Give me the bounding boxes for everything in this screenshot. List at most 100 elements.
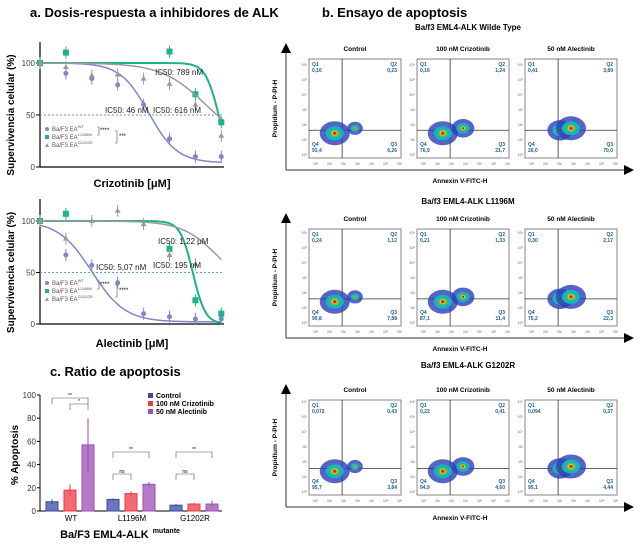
arrow-up-icon [281, 384, 291, 394]
y-tick-label: 50 [26, 111, 35, 120]
density-peak [461, 295, 465, 299]
significance-bracket [97, 126, 100, 136]
x-tick-label: 10⁴ [585, 330, 591, 334]
data-point [218, 310, 225, 317]
x-tick-label: 10⁰ [313, 162, 319, 166]
arrow-right-icon [624, 502, 634, 512]
x-tick-label: 10¹ [327, 162, 333, 166]
x-tick-label: 10¹ [327, 330, 333, 334]
quadrant-name: Q2 [390, 403, 397, 409]
data-point [88, 72, 95, 78]
data-point [115, 82, 121, 88]
quadrant-name: Q4 [420, 479, 427, 485]
x-tick-label: 10⁶ [505, 330, 511, 334]
data-point [218, 119, 225, 126]
x-tick-label: 10⁴ [585, 162, 591, 166]
legend-sup: WT [78, 124, 85, 129]
legend-label: Control [156, 393, 181, 400]
y-tick-label: 10⁰ [518, 321, 524, 325]
density-peak [440, 300, 445, 304]
quadrant-value-q4: 26,0 [528, 148, 538, 154]
y-tick-label: 100 [23, 391, 37, 400]
quadrant-value-q2: 0,41 [495, 409, 505, 415]
quadrant-name: Q4 [312, 310, 319, 316]
bar [124, 493, 138, 512]
y-tick-label: 10¹ [410, 138, 416, 142]
significance-label: ns [119, 469, 125, 475]
x-tick-label: 10⁰ [421, 330, 427, 334]
x-tick-label: 10⁵ [491, 330, 497, 334]
y-tick-label: 100 [22, 59, 36, 68]
y-tick-label: 80 [27, 414, 36, 423]
y-tick-label: 10⁵ [302, 246, 308, 250]
x-tick-label: 10³ [571, 162, 577, 166]
legend-sup: WT [78, 278, 85, 283]
quadrant-value-q3: 4,44 [603, 485, 613, 491]
condition-label: 100 nM Crizotinib [436, 216, 490, 223]
plot-frame [524, 228, 618, 327]
density-peak [461, 465, 465, 468]
density-peak [332, 131, 337, 135]
quadrant-name: Q2 [606, 62, 613, 68]
fit-curve-2 [40, 220, 222, 261]
quadrant-value-q1: 0,16 [420, 68, 430, 74]
y-tick-label: 10⁰ [410, 490, 416, 494]
data-point [192, 261, 199, 267]
x-tick-label: 10⁵ [491, 162, 497, 166]
x-tick-label: 10¹ [543, 499, 549, 503]
significance-label: ** [129, 447, 133, 453]
y-tick-label: 10⁵ [518, 415, 524, 419]
arrow-up-icon [281, 43, 291, 53]
x-tick-label: 10³ [463, 162, 469, 166]
quadrant-name: Q1 [528, 232, 535, 238]
x-tick-label: 10³ [355, 499, 361, 503]
y-tick-label: 10³ [410, 108, 416, 112]
legend-text: Ba/F3 EA [52, 297, 78, 303]
y-tick-label: 10² [410, 291, 416, 295]
x-tick-label: 10⁵ [383, 330, 389, 334]
y-tick-label: 100 [22, 217, 36, 226]
y-tick-label: 60 [27, 437, 36, 446]
y-tick-label: 10¹ [518, 306, 524, 310]
legend-label: 100 nM Crizotinib [156, 401, 214, 408]
x-tick-label: 10⁰ [421, 499, 427, 503]
quadrant-name: Q2 [606, 232, 613, 238]
x-label-text: Ba/F3 EML4-ALK [60, 529, 149, 541]
significance-label: **** [100, 128, 110, 134]
y-tick-label: 10⁴ [518, 430, 524, 434]
quadrant-value-q2: 0,23 [387, 68, 397, 74]
y-tick-label: 10³ [518, 108, 524, 112]
quadrant-value-q4: 90,8 [312, 316, 322, 322]
y-tick-label: 10⁶ [518, 231, 524, 235]
legend-text: Ba/F3 EA [52, 143, 78, 149]
x-tick-label: 10¹ [327, 499, 333, 503]
ic50-label: IC50: 1,22 μM [158, 237, 209, 246]
significance-label: ns [182, 469, 188, 475]
significance-bracket [115, 284, 118, 298]
quadrant-value-q2: 0,43 [387, 409, 397, 415]
quadrant-name: Q2 [606, 403, 613, 409]
y-tick-label: 10⁵ [410, 415, 416, 419]
x-tick-label: 10⁴ [369, 499, 375, 503]
quadrant-value-q3: 6,26 [387, 148, 397, 154]
condition-label: Control [343, 216, 366, 223]
x-tick-label: 10⁶ [397, 499, 403, 503]
quadrant-name: Q3 [390, 142, 397, 148]
y-tick-label: 10¹ [302, 306, 308, 310]
y-tick-label: 10² [410, 460, 416, 464]
quadrant-value-q2: 1,12 [387, 238, 397, 244]
quadrant-name: Q3 [498, 142, 505, 148]
legend-sup: G1202R [78, 140, 93, 145]
y-axis-label: % Apoptosis [10, 424, 21, 485]
y-tick-label: 10⁰ [410, 321, 416, 325]
significance-label: * [78, 399, 80, 405]
y-tick-label: 10⁶ [410, 231, 416, 235]
y-tick-label: 10⁴ [518, 93, 524, 97]
data-point [62, 64, 69, 70]
quadrant-value-q3: 7,88 [387, 316, 397, 322]
quadrant-value-q3: 22,3 [603, 316, 613, 322]
y-tick-label: 0 [31, 320, 36, 329]
density-peak [354, 296, 356, 298]
significance-bracket [69, 403, 89, 410]
